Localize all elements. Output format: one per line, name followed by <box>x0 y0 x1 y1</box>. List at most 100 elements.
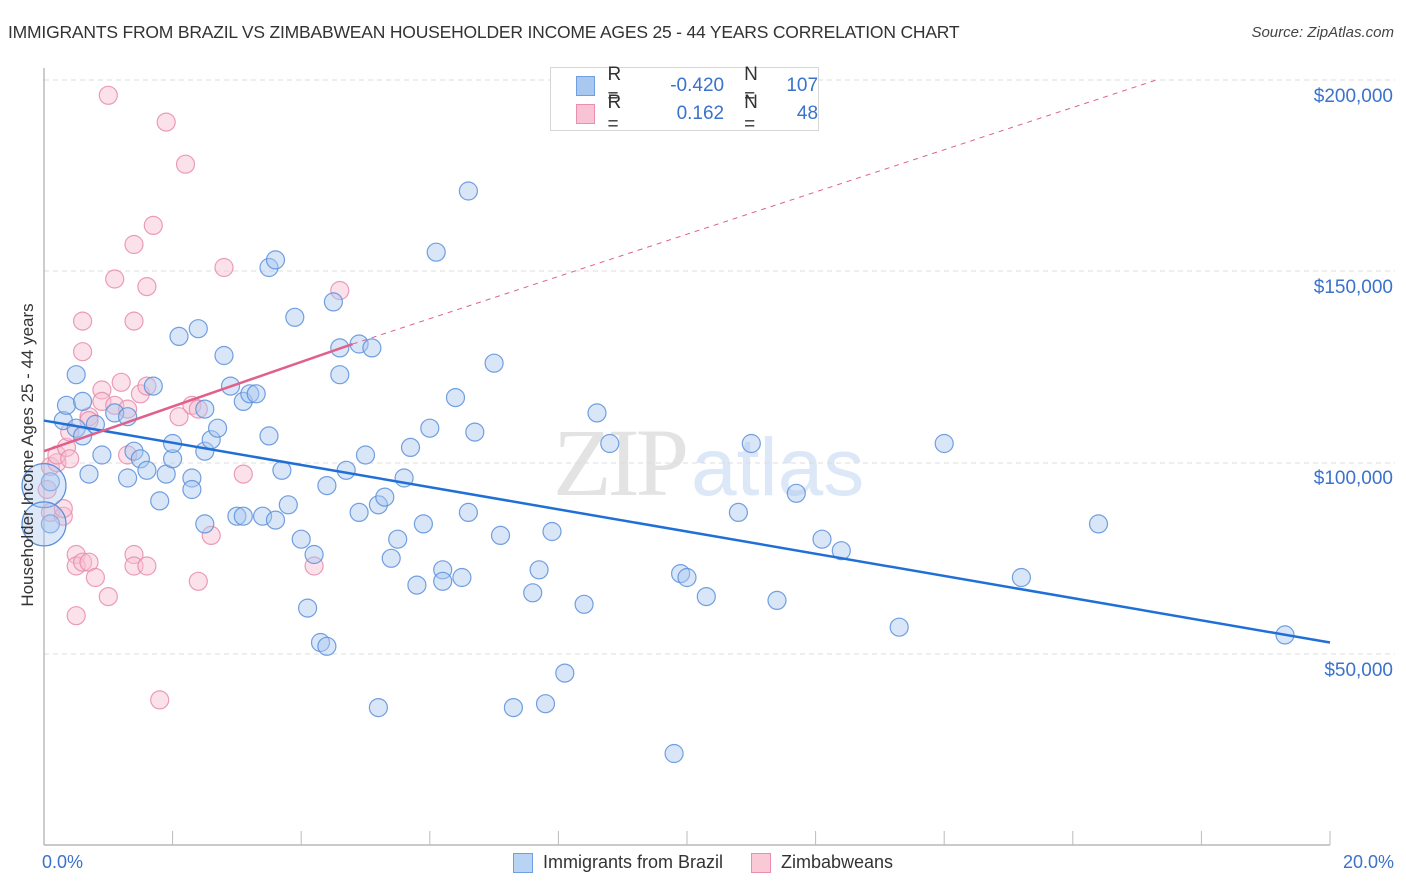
brazil-point <box>124 441 144 461</box>
zimbabweans-point <box>156 112 176 132</box>
brazil-point <box>265 250 286 270</box>
brazil-point <box>208 418 228 438</box>
brazil-cluster-point <box>21 501 67 547</box>
zimbabweans-point <box>37 479 57 500</box>
legend-row-brazil: R = -0.420 N = 107 <box>551 64 818 107</box>
zimbabweans-point <box>47 453 67 473</box>
zimbabweans-trend-extension <box>352 79 1157 345</box>
brazil-point <box>182 468 202 488</box>
legend-item-brazil[interactable]: Immigrants from Brazil <box>512 852 723 873</box>
zimbabweans-point <box>105 269 125 289</box>
zimbabweans-point <box>137 376 157 396</box>
brazil-point <box>79 464 99 484</box>
y-tick-200000: $200,000 <box>1313 86 1393 107</box>
brazil-point <box>272 460 292 480</box>
zimbabweans-point <box>98 85 118 105</box>
brazil-point <box>407 575 427 595</box>
zimbabweans-point <box>72 552 93 572</box>
zimbabweans-point <box>143 215 163 235</box>
zimbabweans-swatch-icon <box>576 104 596 124</box>
brazil-point <box>381 548 401 568</box>
n-value: 48 <box>796 103 819 124</box>
brazil-point <box>40 472 61 492</box>
brazil-point <box>368 697 388 718</box>
watermark-atlas: atlas <box>691 422 865 513</box>
brazil-point <box>265 510 286 530</box>
brazil-point <box>240 384 260 404</box>
zimbabweans-point <box>304 556 324 576</box>
r-value: 0.162 <box>676 103 725 124</box>
zimbabweans-point <box>66 606 86 626</box>
brazil-point <box>40 514 61 534</box>
chart-title: IMMIGRANTS FROM BRAZIL VS ZIMBABWEAN HOU… <box>8 22 960 42</box>
x-tick-left: 0.0% <box>42 852 84 872</box>
brazil-point <box>677 567 697 588</box>
y-tick-150000: $150,000 <box>1313 277 1393 298</box>
brazil-point <box>458 181 478 201</box>
zimbabweans-point <box>150 690 170 710</box>
brazil-point <box>362 338 382 358</box>
brazil-trend-line <box>43 419 1331 644</box>
brazil-point <box>317 476 337 496</box>
brazil-point <box>285 307 305 327</box>
brazil-point <box>600 433 620 454</box>
brazil-point <box>66 365 86 385</box>
brazil-point <box>330 365 350 385</box>
brazil-point <box>786 483 806 503</box>
brazil-point <box>741 433 761 454</box>
zimbabweans-point <box>72 342 93 362</box>
brazil-point <box>278 495 298 515</box>
brazil-point <box>130 449 150 469</box>
zimbabweans-point <box>111 372 131 392</box>
brazil-point <box>143 376 163 396</box>
brazil-point <box>56 395 77 415</box>
zimbabweans-point <box>85 567 106 588</box>
brazil-point <box>728 502 749 523</box>
brazil-point <box>336 460 356 480</box>
zimbabweans-point <box>175 154 196 174</box>
zimbabweans-trend-line <box>43 342 354 453</box>
brazil-point <box>400 437 421 457</box>
brazil-point <box>535 694 556 714</box>
brazil-point <box>150 491 170 511</box>
brazil-point <box>445 388 466 408</box>
brazil-point <box>92 445 112 465</box>
brazil-point <box>696 586 716 607</box>
zimbabweans-point <box>98 586 118 607</box>
brazil-point <box>812 529 832 549</box>
x-axis-ticks <box>172 831 1331 845</box>
y-axis-label: Householder Income Ages 25 - 44 years <box>18 303 37 607</box>
brazil-point <box>259 257 279 278</box>
brazil-point <box>1011 567 1032 588</box>
brazil-point <box>375 487 395 507</box>
brazil-point <box>433 571 453 591</box>
gridlines <box>44 79 1395 655</box>
legend-item-zimbabweans[interactable]: Zimbabweans <box>750 852 894 873</box>
brazil-point <box>195 514 215 534</box>
brazil-point <box>503 697 524 718</box>
brazil-point <box>323 292 343 312</box>
zimbabweans-point <box>124 544 144 565</box>
brazil-point <box>182 479 202 500</box>
brazil-legend-swatch-icon <box>512 852 533 873</box>
brazil-point <box>368 495 388 515</box>
brazil-swatch-icon <box>576 76 596 96</box>
brazil-point <box>542 521 562 542</box>
n-label: N = <box>744 64 758 107</box>
brazil-point <box>664 743 684 764</box>
zimbabweans-point <box>92 391 112 411</box>
legend-label-zimbabweans: Zimbabweans <box>780 852 894 872</box>
brazil-point <box>117 468 138 488</box>
brazil-point <box>420 418 440 438</box>
brazil-point <box>484 353 504 373</box>
brazil-cluster-point <box>21 463 67 509</box>
legend-row-zimbabweans: R = 0.162 N = 48 <box>551 92 819 135</box>
brazil-point <box>388 529 408 549</box>
zimbabweans-point <box>233 464 253 484</box>
brazil-point <box>529 560 549 580</box>
zimbabweans-point <box>214 257 234 278</box>
zimbabweans-point <box>137 277 157 297</box>
brazil-point <box>246 384 266 404</box>
zimbabweans-point <box>201 525 221 546</box>
axes <box>43 68 1330 846</box>
